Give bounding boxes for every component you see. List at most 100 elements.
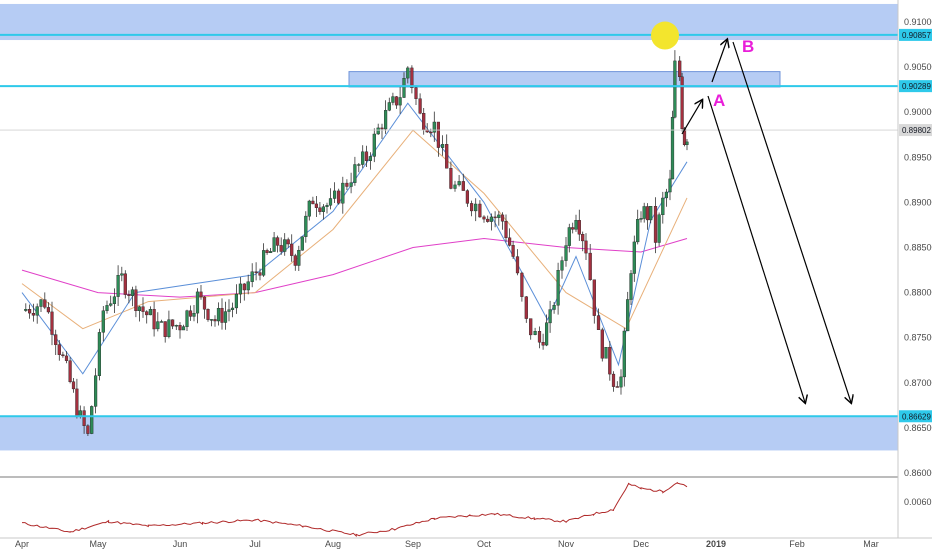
candle-body bbox=[24, 309, 28, 311]
candle-body bbox=[293, 255, 297, 266]
candle-body bbox=[328, 198, 333, 206]
candle-body bbox=[632, 241, 636, 274]
candle-body bbox=[368, 156, 372, 161]
candle-body bbox=[645, 206, 650, 221]
annotation-label-b: B bbox=[742, 37, 754, 56]
moving-average-line bbox=[21, 129, 688, 330]
candle-body bbox=[511, 245, 515, 257]
candle-body bbox=[574, 220, 578, 230]
projection-arrow bbox=[711, 40, 727, 83]
candle-body bbox=[584, 240, 588, 254]
time-tick-label: Oct bbox=[477, 539, 492, 549]
candle-body bbox=[541, 342, 545, 346]
candle-body bbox=[357, 164, 361, 166]
candle-body bbox=[127, 294, 131, 296]
candle-body bbox=[64, 355, 69, 361]
candle-body bbox=[101, 310, 105, 333]
candle-body bbox=[345, 182, 349, 187]
candle-body bbox=[465, 190, 469, 204]
candle-body bbox=[680, 76, 684, 130]
candle-body bbox=[402, 77, 406, 98]
candle-body bbox=[436, 121, 440, 148]
candle-body bbox=[145, 311, 149, 316]
candle-body bbox=[577, 220, 581, 235]
candle-body bbox=[202, 296, 207, 310]
candle-body bbox=[242, 283, 246, 291]
candle-body bbox=[414, 87, 418, 99]
candle-body bbox=[457, 181, 461, 186]
projection-arrow bbox=[681, 100, 702, 135]
candle-body bbox=[82, 410, 86, 426]
candle-body bbox=[86, 425, 90, 434]
candle-body bbox=[148, 309, 152, 316]
level-tag bbox=[899, 28, 932, 41]
candle-body bbox=[629, 273, 633, 300]
candle-body bbox=[500, 214, 505, 222]
candle-body bbox=[678, 60, 682, 78]
candle-body bbox=[515, 256, 520, 274]
candle-body bbox=[548, 309, 552, 324]
candle-body bbox=[123, 273, 127, 295]
candle-body bbox=[486, 218, 490, 222]
time-axis[interactable]: Apr May Jun Jul Aug Sep Oct Nov Dec 2019 Feb Mar bbox=[0, 537, 932, 549]
level-tag-label: 0.90289 bbox=[902, 82, 931, 91]
level-tag-label: 0.86629 bbox=[902, 412, 931, 421]
indicator-tick-label: 0.0060 bbox=[904, 497, 932, 507]
moving-average-line bbox=[21, 102, 688, 375]
candle-body bbox=[619, 376, 623, 388]
candle-body bbox=[318, 207, 322, 212]
candle-body bbox=[560, 260, 564, 271]
time-tick-label: May bbox=[89, 539, 107, 549]
candle-body bbox=[493, 216, 497, 219]
candle-body bbox=[406, 67, 410, 79]
candle-body bbox=[262, 250, 266, 276]
candle-body bbox=[478, 203, 482, 218]
candle-body bbox=[657, 214, 661, 243]
candle-body bbox=[661, 197, 665, 215]
candle-body bbox=[394, 96, 399, 106]
candle-body bbox=[524, 296, 528, 319]
candle-body bbox=[159, 321, 164, 323]
last-price-tag bbox=[899, 124, 932, 137]
candle-body bbox=[167, 319, 171, 338]
candle-body bbox=[497, 214, 501, 218]
candle-body bbox=[141, 306, 145, 312]
candle-body bbox=[279, 245, 283, 252]
time-tick-label: Dec bbox=[633, 539, 650, 549]
candle-body bbox=[325, 205, 329, 207]
candle-body bbox=[286, 239, 290, 245]
candle-body bbox=[588, 252, 592, 281]
candle-body bbox=[520, 272, 524, 297]
last-price-label: 0.89802 bbox=[902, 126, 931, 135]
candle-body bbox=[188, 310, 193, 317]
candle-body bbox=[626, 299, 630, 332]
candle-body bbox=[664, 191, 668, 199]
candle-body bbox=[556, 270, 560, 306]
candle-body bbox=[639, 218, 643, 220]
candle-body bbox=[238, 283, 242, 295]
candle-body bbox=[564, 245, 568, 261]
candle-body bbox=[349, 182, 353, 187]
candle-body bbox=[134, 289, 138, 312]
candle-body bbox=[533, 331, 537, 335]
candle-body bbox=[508, 237, 512, 246]
candle-body bbox=[78, 410, 82, 417]
level-tag bbox=[899, 410, 932, 423]
candle-body bbox=[622, 330, 626, 378]
candle-body bbox=[668, 178, 672, 193]
candle-body bbox=[223, 311, 228, 323]
candle-body bbox=[429, 131, 433, 134]
candle-body bbox=[35, 306, 39, 316]
candle-body bbox=[314, 203, 318, 208]
candle-body bbox=[592, 279, 596, 316]
indicator-pane bbox=[0, 476, 898, 538]
candle-body bbox=[418, 98, 422, 114]
candle-body bbox=[272, 237, 276, 252]
candle-body bbox=[537, 331, 542, 343]
candle-body bbox=[422, 112, 426, 130]
